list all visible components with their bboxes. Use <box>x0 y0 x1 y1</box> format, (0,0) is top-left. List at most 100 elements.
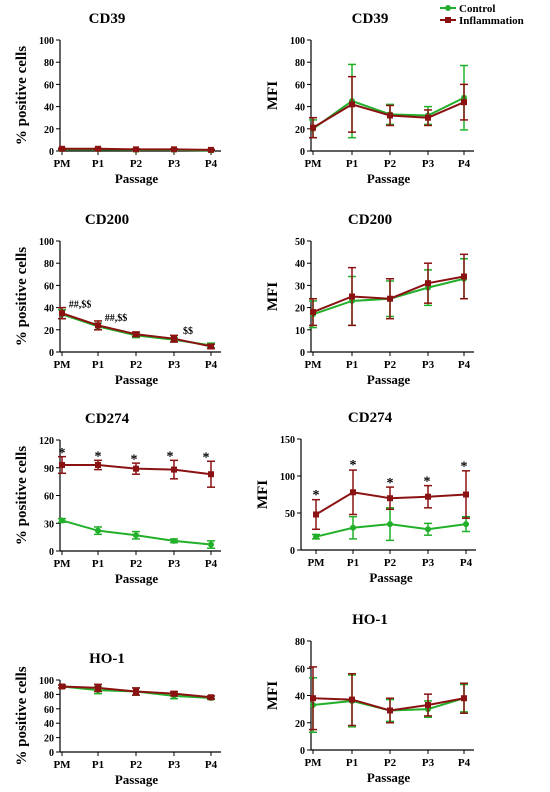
data-point <box>59 517 65 524</box>
x-tick-label: P3 <box>168 558 181 570</box>
legend-marker <box>445 17 451 23</box>
x-tick-label: P2 <box>130 558 143 570</box>
annotation-label: * <box>313 488 320 503</box>
y-tick-label: 60 <box>44 281 54 292</box>
y-tick-label: 0 <box>49 348 54 359</box>
data-point <box>387 521 393 528</box>
data-point <box>95 145 101 152</box>
x-tick-label: P4 <box>205 558 218 570</box>
chart-title: HO-1 <box>89 651 125 667</box>
data-point <box>59 461 65 468</box>
series-control <box>309 258 468 329</box>
data-point <box>171 466 177 473</box>
chart-title: CD274 <box>85 411 130 427</box>
y-tick-label: 0 <box>300 147 305 158</box>
x-axis-label: Passage <box>115 571 159 586</box>
x-tick-label: P3 <box>422 158 435 170</box>
data-point <box>461 99 467 106</box>
chart-title: CD200 <box>85 212 129 228</box>
x-tick-label: P3 <box>422 359 435 371</box>
data-point <box>461 273 467 280</box>
data-point <box>208 343 214 350</box>
chart-cd39-mfi: CD39 0 20 40 60 80 100 PM P1 P2 P3 P4 Passage MFI <box>265 11 474 186</box>
data-point <box>313 533 319 540</box>
chart-title: HO-1 <box>352 612 388 628</box>
x-tick-label: PM <box>53 558 71 570</box>
y-axis-label: MFI <box>265 282 281 311</box>
x-tick-label: P1 <box>92 759 104 771</box>
chart-ho1-mfi: HO-1 0 20 40 60 80 PM P1 P2 P3 P4 Passage MFI <box>265 612 474 785</box>
y-tick-label: 100 <box>39 237 54 248</box>
y-tick-label: 20 <box>44 326 54 337</box>
x-tick-label: P4 <box>458 359 471 371</box>
data-point <box>387 112 393 119</box>
x-tick-label: PM <box>307 557 325 569</box>
x-tick-label: P3 <box>168 158 181 170</box>
series-inflammation <box>58 455 215 488</box>
y-axis-label: MFI <box>265 81 281 110</box>
annotation-label: * <box>131 453 138 468</box>
data-point <box>171 335 177 342</box>
data-point <box>349 101 355 108</box>
x-tick-label: PM <box>304 757 322 769</box>
y-axis-label: % positive cells <box>14 247 30 346</box>
chart-title: CD274 <box>348 410 393 426</box>
series-control <box>309 63 468 139</box>
data-point <box>387 495 393 502</box>
x-tick-label: P3 <box>422 557 435 569</box>
data-point <box>208 471 214 478</box>
x-axis-label: Passage <box>115 372 159 387</box>
series-control <box>309 674 468 734</box>
annotation-label: * <box>95 450 102 465</box>
x-axis-label: Passage <box>115 772 159 787</box>
x-tick-label: P2 <box>384 557 397 569</box>
x-axis-label: Passage <box>367 171 411 186</box>
y-tick-label: 0 <box>290 546 295 557</box>
series-inflammation <box>58 683 215 701</box>
data-point <box>133 146 139 153</box>
data-point <box>349 293 355 300</box>
y-tick-label: 40 <box>44 103 54 114</box>
data-point <box>425 702 431 709</box>
x-axis-label: Passage <box>367 770 411 785</box>
data-point <box>310 124 316 131</box>
y-tick-label: 20 <box>44 125 54 136</box>
x-tick-label: P2 <box>384 359 397 371</box>
y-tick-label: 40 <box>295 259 305 270</box>
y-tick-label: 80 <box>44 58 54 69</box>
y-axis-label: MFI <box>255 480 271 509</box>
chart-cd274-pct: CD274 0 30 60 90 120 PM P1 P2 P3 P4 Passage % positi… <box>14 411 221 586</box>
series-control <box>58 517 215 549</box>
x-tick-label: P4 <box>458 158 471 170</box>
data-point <box>95 527 101 534</box>
x-tick-label: P2 <box>384 757 397 769</box>
series-inflammation <box>312 469 470 531</box>
annotation-label: * <box>461 460 468 475</box>
data-point <box>425 280 431 287</box>
data-point <box>387 707 393 714</box>
x-tick-label: P1 <box>347 557 359 569</box>
y-tick-label: 0 <box>49 547 54 558</box>
data-point <box>208 694 214 701</box>
y-tick-label: 40 <box>295 103 305 114</box>
legend-entry-control: Control <box>440 3 495 15</box>
y-tick-label: 40 <box>44 304 54 315</box>
chart-cd200-mfi: CD200 0 10 20 30 40 50 PM P1 P2 P3 P4 Passage MFI <box>265 212 474 387</box>
y-tick-label: 120 <box>39 436 54 447</box>
data-point <box>133 532 139 539</box>
y-tick-label: 20 <box>295 719 305 730</box>
data-point <box>208 541 214 548</box>
data-point <box>350 524 356 531</box>
x-tick-label: PM <box>304 158 322 170</box>
data-point <box>425 493 431 500</box>
x-tick-label: P1 <box>92 558 104 570</box>
y-tick-label: 100 <box>280 472 295 483</box>
chart-title: CD39 <box>89 11 126 27</box>
y-tick-label: 40 <box>295 692 305 703</box>
y-axis-label: % positive cells <box>14 46 30 145</box>
annotation-label: * <box>167 450 174 465</box>
chart-ho1-pct: HO-1 0 20 40 60 80 100 PM P1 P2 P3 P4 Passage % posit… <box>14 651 221 787</box>
chart-cd200-pct: CD200 0 20 40 60 80 100 PM P1 P2 P3 P4 Passage % posi… <box>14 212 221 387</box>
